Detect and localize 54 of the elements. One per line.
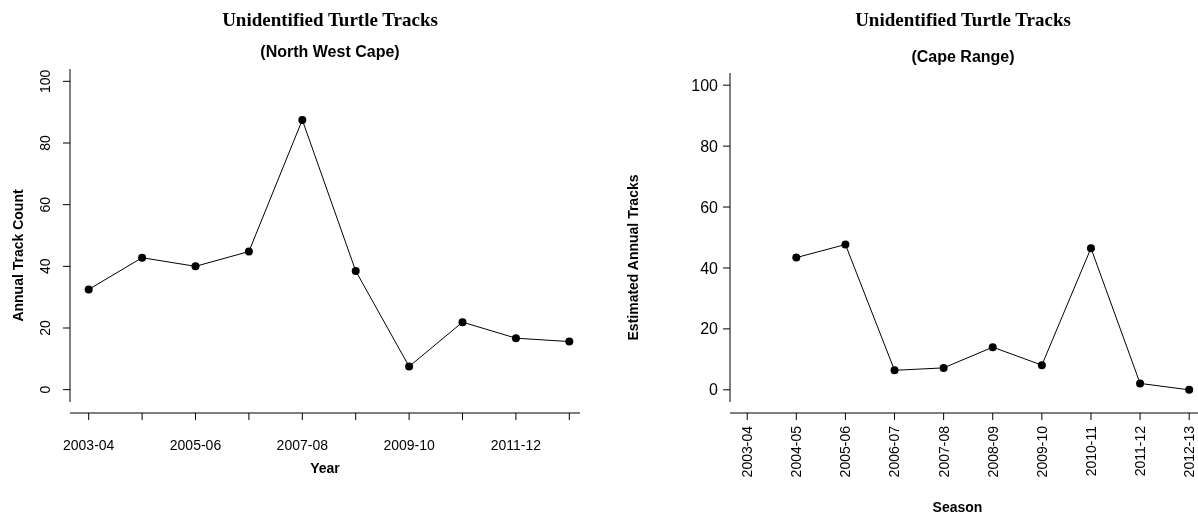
x-tick-label: 2003-04 [739,425,756,478]
x-tick-label: 2007-08 [935,425,952,478]
y-tick-label: 80 [37,135,53,151]
y-axis-title: Estimated Annual Tracks [625,174,641,341]
y-tick-label: 100 [37,69,53,94]
point [1037,361,1046,370]
point [244,247,253,256]
y-axis-title: Annual Track Count [10,189,26,322]
chart-title: Unidentified Turtle Tracks [855,9,1071,30]
y-tick-label: 40 [700,259,719,277]
point [1086,244,1095,253]
point [939,363,948,372]
x-tick-label: 2011-12 [1131,425,1148,477]
point [191,262,200,271]
x-tick-label: 2008-09 [984,425,1001,478]
chart-subtitle: (Cape Range) [911,48,1015,65]
point [988,343,997,352]
y-tick-label: 60 [700,198,719,216]
point [511,334,520,343]
y-tick-label: 80 [700,137,719,155]
y-tick-label: 0 [37,385,53,394]
y-tick-label: 60 [37,196,53,213]
x-tick-label: 2009-10 [1033,425,1050,478]
x-tick-label: 2005-06 [169,437,222,453]
y-tick-label: 40 [37,258,53,275]
point [890,366,899,375]
point [1136,379,1145,388]
chart-title: Unidentified Turtle Tracks [222,9,438,30]
x-tick-label: 2003-04 [63,437,115,453]
y-tick-label: 100 [691,76,719,94]
x-tick-label: 2004-05 [788,425,805,478]
point [298,115,307,124]
x-tick-label: 2005-06 [837,425,854,478]
point [565,337,574,346]
x-axis-title: Season [932,499,983,515]
y-tick-label: 20 [37,320,53,336]
y-tick-label: 20 [700,320,719,338]
y-tick-label: 0 [709,381,719,399]
chart-subtitle: (North West Cape) [260,43,400,60]
x-tick-label: 2009-10 [383,437,436,453]
point [458,318,467,327]
point [792,253,801,262]
x-axis-title: Year [310,460,341,476]
point [1185,385,1194,394]
x-tick-label: 2011-12 [490,437,542,453]
point [405,362,414,371]
x-tick-label: 2012-13 [1181,425,1198,478]
point [138,253,147,262]
point [84,285,93,294]
point [841,240,850,249]
x-tick-label: 2007-08 [276,437,329,453]
x-tick-label: 2010-11 [1082,425,1099,477]
x-tick-label: 2006-07 [886,425,903,478]
point [351,266,360,275]
